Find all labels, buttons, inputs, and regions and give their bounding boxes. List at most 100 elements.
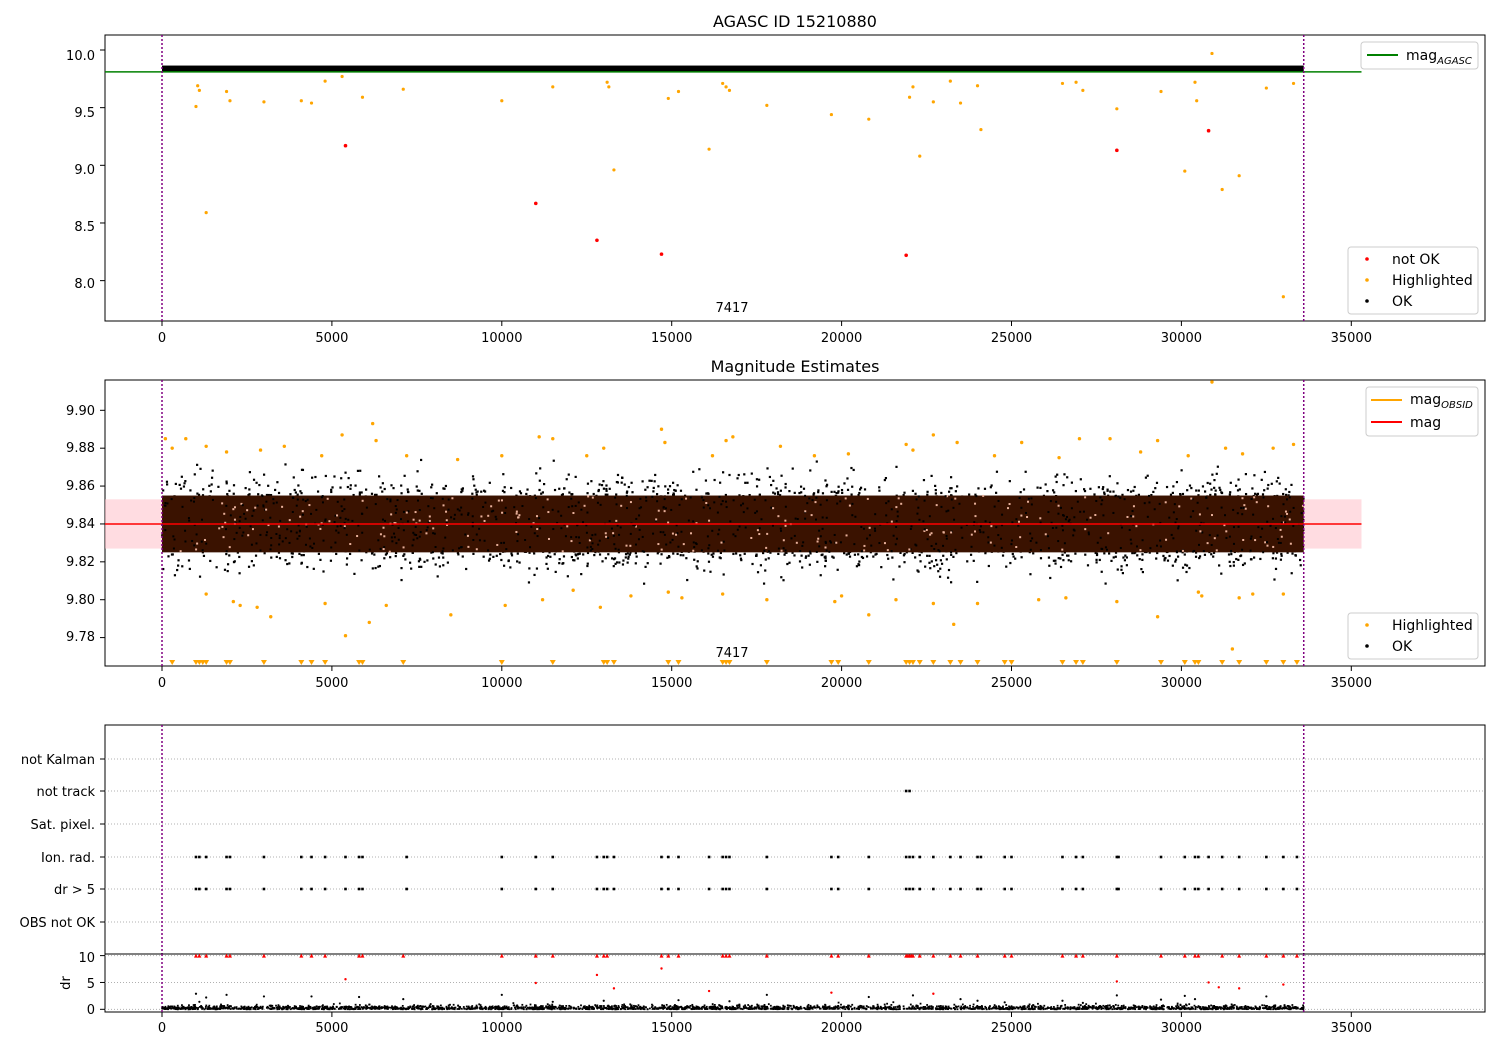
estimates-ok-point <box>1177 579 1179 581</box>
estimates-ok-point <box>1140 568 1142 570</box>
estimates-ok-point <box>648 480 650 482</box>
estimates-y-tick-9.84: 9.84 <box>66 517 95 532</box>
estimates-ok-point <box>211 483 213 485</box>
estimates-ok-point <box>1155 557 1157 559</box>
estimates-ok-point <box>462 555 464 557</box>
estimates-ok-point <box>809 564 811 566</box>
estimates-ok-point <box>1186 489 1188 491</box>
estimates-ok-point <box>360 559 362 561</box>
estimates-ok-point <box>1132 490 1134 492</box>
estimates-ok-point <box>274 489 276 491</box>
estimates-ok-point <box>1056 474 1058 476</box>
estimates-ok-point <box>1185 571 1187 573</box>
estimates-ok-point <box>228 554 230 556</box>
estimates-ok-point <box>520 492 522 494</box>
estimates-ok-point <box>1230 553 1232 555</box>
estimates-ok-point <box>1259 558 1261 560</box>
estimates-ok-point <box>777 553 779 555</box>
estimates-ok-point <box>251 560 253 562</box>
estimates-ok-point <box>666 557 668 559</box>
agasc-y-tick-8.0: 8.0 <box>74 277 95 292</box>
estimates-ok-point <box>605 494 607 496</box>
estimates-ok-point <box>858 560 860 562</box>
estimates-ok-point <box>225 553 227 555</box>
estimates-ok-point <box>939 568 941 570</box>
estimates-ok-point <box>212 470 214 472</box>
estimates-ok-point <box>1189 485 1191 487</box>
estimates-ok-point <box>1245 493 1247 495</box>
estimates-ok-point <box>1170 494 1172 496</box>
estimates-ok-point <box>887 558 889 560</box>
estimates-ok-point <box>1220 573 1222 575</box>
agasc-panel-title: AGASC ID 15210880 <box>713 12 877 31</box>
estimates-ok-point <box>780 475 782 477</box>
agasc-x-tick-10000: 10000 <box>481 331 522 346</box>
agasc-highlighted-point <box>667 97 670 100</box>
estimates-ok-point <box>1108 552 1110 554</box>
estimates-ok-point <box>1102 488 1104 490</box>
estimates-ok-point <box>929 567 931 569</box>
estimates-ok-point <box>782 579 784 581</box>
estimates-ok-point <box>1055 475 1057 477</box>
agasc-highlighted-point <box>1292 82 1295 85</box>
estimates-ok-point <box>825 485 827 487</box>
estimates-ok-point <box>697 560 699 562</box>
estimates-ok-point <box>270 557 272 559</box>
estimates-ok-point <box>875 553 877 555</box>
estimates-ok-point <box>460 491 462 493</box>
estimates-ok-point <box>436 492 438 494</box>
agasc-highlighted-point <box>765 104 768 107</box>
agasc-highlighted-point <box>1081 89 1084 92</box>
estimates-ok-point <box>1202 485 1204 487</box>
estimates-ok-point <box>194 473 196 475</box>
estimates-ok-point <box>210 490 212 492</box>
estimates-ok-point <box>850 493 852 495</box>
estimates-ok-point <box>1126 556 1128 558</box>
estimates-ok-point <box>880 566 882 568</box>
estimates-ok-point <box>735 552 737 554</box>
estimates-ok-point <box>382 482 384 484</box>
agasc-highlighted-point <box>228 99 231 102</box>
estimates-ok-point <box>1216 473 1218 475</box>
estimates-ok-point <box>1280 559 1282 561</box>
estimates-ok-point <box>383 557 385 559</box>
estimates-ok-point <box>330 491 332 493</box>
estimates-ok-point <box>1134 486 1136 488</box>
estimates-ok-point <box>562 493 564 495</box>
estimates-ok-point <box>1237 559 1239 561</box>
estimates-ok-point <box>622 563 624 565</box>
estimates-ok-point <box>181 565 183 567</box>
estimates-ok-point <box>346 557 348 559</box>
estimates-ok-point <box>575 553 577 555</box>
agasc-highlighted-point <box>867 118 870 121</box>
estimates-ok-point <box>295 491 297 493</box>
estimates-ok-point <box>647 554 649 556</box>
estimates-ok-point <box>1233 561 1235 563</box>
estimates-ok-point <box>712 552 714 554</box>
estimates-ok-point <box>1154 487 1156 489</box>
estimates-ok-point <box>1101 571 1103 573</box>
agasc-highlighted-point <box>1074 81 1077 84</box>
estimates-ok-point <box>667 492 669 494</box>
estimates-ok-point <box>851 486 853 488</box>
estimates-panel-title: Magnitude Estimates <box>711 357 880 376</box>
estimates-ok-point <box>554 489 556 491</box>
estimates-ok-point <box>1272 552 1274 554</box>
estimates-ok-point <box>764 569 766 571</box>
estimates-ok-point <box>435 563 437 565</box>
estimates-ok-point <box>1106 489 1108 491</box>
estimates-ok-point <box>507 560 509 562</box>
agasc-x-tick-labels: 0 5000 10000 15000 20000 25000 30000 350… <box>158 331 1372 346</box>
estimates-ok-point <box>188 559 190 561</box>
estimates-ok-point <box>580 573 582 575</box>
estimates-ok-point <box>384 488 386 490</box>
estimates-ok-point <box>800 555 802 557</box>
estimates-ok-point <box>183 485 185 487</box>
estimates-ok-point <box>539 480 541 482</box>
estimates-ok-point <box>419 558 421 560</box>
estimates-ok-point <box>248 566 250 568</box>
agasc-highlighted-point <box>949 80 952 83</box>
agasc-axes-frame <box>105 35 1485 321</box>
estimates-ok-point <box>837 492 839 494</box>
